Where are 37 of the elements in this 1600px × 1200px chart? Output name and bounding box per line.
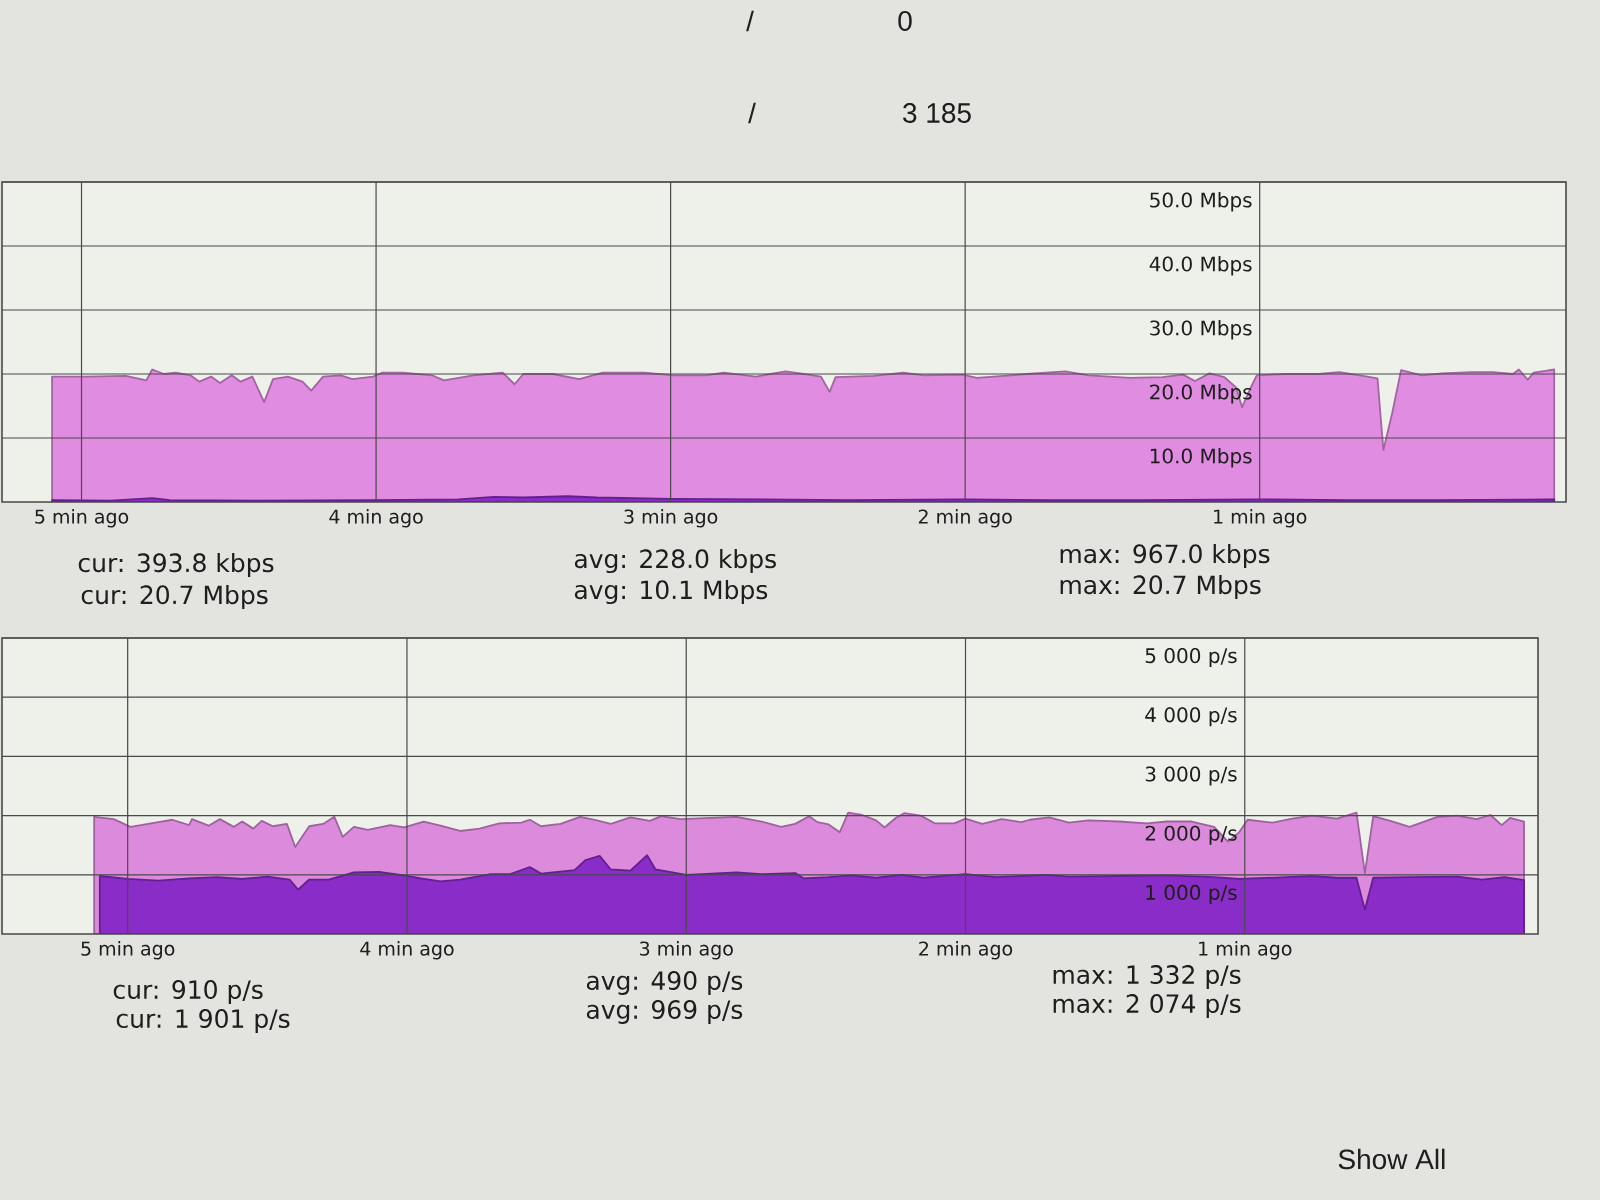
text: max: 967.0 kbps xyxy=(1060,543,1270,569)
y-tick-label: 2 000 p/s xyxy=(1145,825,1237,845)
text: avg: 228.0 kbps xyxy=(574,548,776,574)
text: / xyxy=(746,10,754,32)
y-tick-label: 20.0 Mbps xyxy=(1150,384,1252,404)
y-tick-label: 40.0 Mbps xyxy=(1149,256,1252,276)
text: cur: 910 p/s xyxy=(113,980,263,1004)
text: 3 185 xyxy=(903,103,971,123)
x-tick-label: 4 min ago xyxy=(329,509,423,528)
x-tick-label: 1 min ago xyxy=(1214,509,1307,528)
y-tick-label: 10.0 Mbps xyxy=(1150,448,1252,468)
x-tick-label: 5 min ago xyxy=(81,941,175,960)
text: 0 xyxy=(898,11,912,31)
text: avg: 490 p/s xyxy=(586,971,743,995)
text: cur: 393.8 kbps xyxy=(78,552,274,578)
y-tick-label: 30.0 Mbps xyxy=(1150,320,1252,340)
y-tick-label: 5 000 p/s xyxy=(1145,648,1237,668)
text: max: 20.7 Mbps xyxy=(1060,574,1261,600)
x-tick-label: 1 min ago xyxy=(1199,941,1292,960)
x-tick-label: 2 min ago xyxy=(918,509,1012,528)
y-tick-label: 50.0 Mbps xyxy=(1150,192,1252,212)
text: cur: 20.7 Mbps xyxy=(81,584,268,610)
text: / xyxy=(748,102,756,124)
y-tick-label: 1 000 p/s xyxy=(1146,884,1237,904)
text: avg: 10.1 Mbps xyxy=(574,579,768,605)
text: max: 1 332 p/s xyxy=(1053,965,1241,989)
text: avg: 969 p/s xyxy=(586,1000,743,1024)
text: max: 2 074 p/s xyxy=(1053,994,1241,1018)
x-tick-label: 2 min ago xyxy=(919,941,1013,960)
x-tick-label: 3 min ago xyxy=(640,941,733,960)
y-tick-label: 3 000 p/s xyxy=(1145,766,1237,786)
y-tick-label: 4 000 p/s xyxy=(1145,707,1237,727)
text: Show All xyxy=(1338,1148,1445,1170)
x-tick-label: 4 min ago xyxy=(360,941,454,960)
text: cur: 1 901 p/s xyxy=(116,1009,290,1033)
x-tick-label: 5 min ago xyxy=(35,509,129,528)
x-tick-label: 3 min ago xyxy=(624,509,718,528)
